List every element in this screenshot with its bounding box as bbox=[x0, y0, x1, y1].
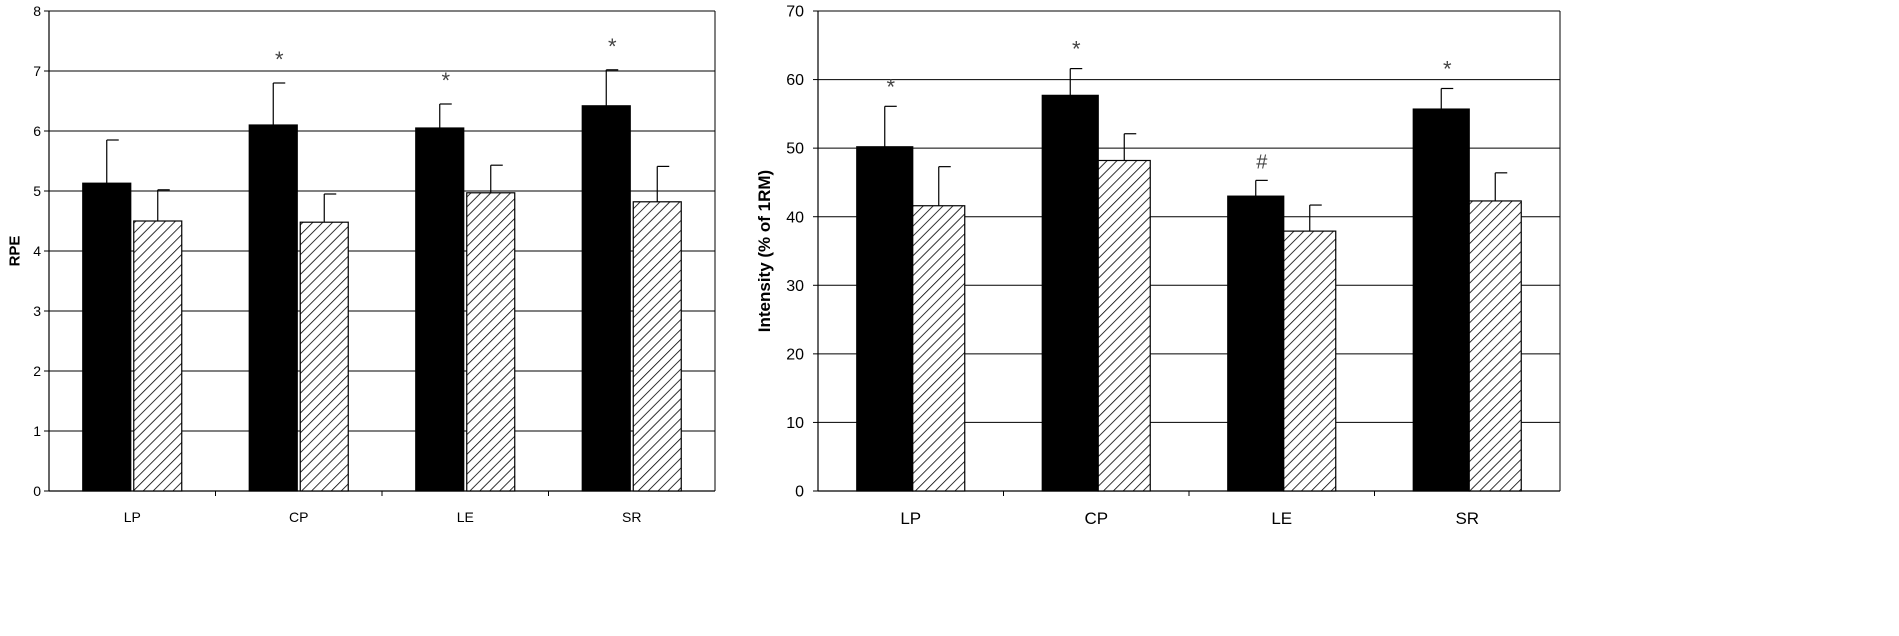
bar-series-2 bbox=[299, 221, 349, 492]
asterisk-marker: * bbox=[441, 68, 450, 93]
x-tick-label: SR bbox=[622, 509, 641, 525]
x-tick-label: LP bbox=[900, 509, 921, 528]
bar-series-1 bbox=[1412, 108, 1470, 492]
bar-series-1 bbox=[581, 105, 631, 492]
bar-series-2 bbox=[1097, 159, 1151, 492]
bar-series-2 bbox=[912, 205, 966, 492]
bar-series-2 bbox=[632, 201, 682, 492]
x-tick-label: LE bbox=[1271, 509, 1292, 528]
y-tick-label: 0 bbox=[33, 483, 41, 499]
asterisk-marker: * bbox=[275, 47, 284, 72]
bar-series-1 bbox=[415, 127, 465, 492]
y-tick-label: 10 bbox=[786, 415, 804, 432]
bar-series-1 bbox=[1041, 94, 1099, 492]
bar-series-2 bbox=[133, 220, 183, 492]
asterisk-marker: * bbox=[1443, 56, 1452, 81]
x-tick-label: CP bbox=[1084, 509, 1108, 528]
bar-series-2 bbox=[1283, 230, 1337, 492]
x-tick-label: LE bbox=[457, 509, 474, 525]
y-tick-label: 0 bbox=[795, 484, 804, 501]
y-tick-label: 20 bbox=[786, 346, 804, 363]
y-tick-label: 3 bbox=[33, 303, 41, 319]
bar-series-2 bbox=[466, 192, 516, 492]
y-tick-label: 7 bbox=[33, 63, 41, 79]
y-tick-label: 40 bbox=[786, 209, 804, 226]
bar-series-1 bbox=[1227, 195, 1285, 492]
y-tick-label: 1 bbox=[33, 423, 41, 439]
x-tick-label: LP bbox=[124, 509, 141, 525]
y-tick-label: 8 bbox=[33, 3, 41, 19]
y-tick-label: 2 bbox=[33, 363, 41, 379]
y-tick-label: 70 bbox=[786, 4, 804, 21]
bar-series-1 bbox=[248, 124, 298, 492]
asterisk-marker: * bbox=[608, 34, 617, 59]
x-tick-label: SR bbox=[1455, 509, 1479, 528]
bar-series-1 bbox=[82, 182, 132, 492]
y-tick-label: 60 bbox=[786, 72, 804, 89]
hash-marker: # bbox=[1256, 151, 1268, 173]
y-tick-label: 50 bbox=[786, 141, 804, 158]
y-tick-label: 5 bbox=[33, 183, 41, 199]
y-axis-title: RPE bbox=[6, 236, 23, 267]
intensity-chart: 0 10 20 30 40 50 60 70 Intensity (% of 1RM) * LP * C… bbox=[755, 4, 1561, 528]
y-tick-label: 30 bbox=[786, 278, 804, 295]
x-tick-label: CP bbox=[289, 509, 308, 525]
bar-series-1 bbox=[856, 146, 914, 492]
y-tick-label: 6 bbox=[33, 123, 41, 139]
asterisk-marker: * bbox=[886, 74, 895, 99]
y-axis-title: Intensity (% of 1RM) bbox=[755, 170, 774, 332]
rpe-chart: 0 1 2 3 4 5 6 7 8 RPE LP * CP * LE * SR bbox=[6, 3, 716, 525]
asterisk-marker: * bbox=[1072, 37, 1081, 62]
y-tick-label: 4 bbox=[33, 243, 41, 259]
bar-series-2 bbox=[1468, 200, 1522, 492]
